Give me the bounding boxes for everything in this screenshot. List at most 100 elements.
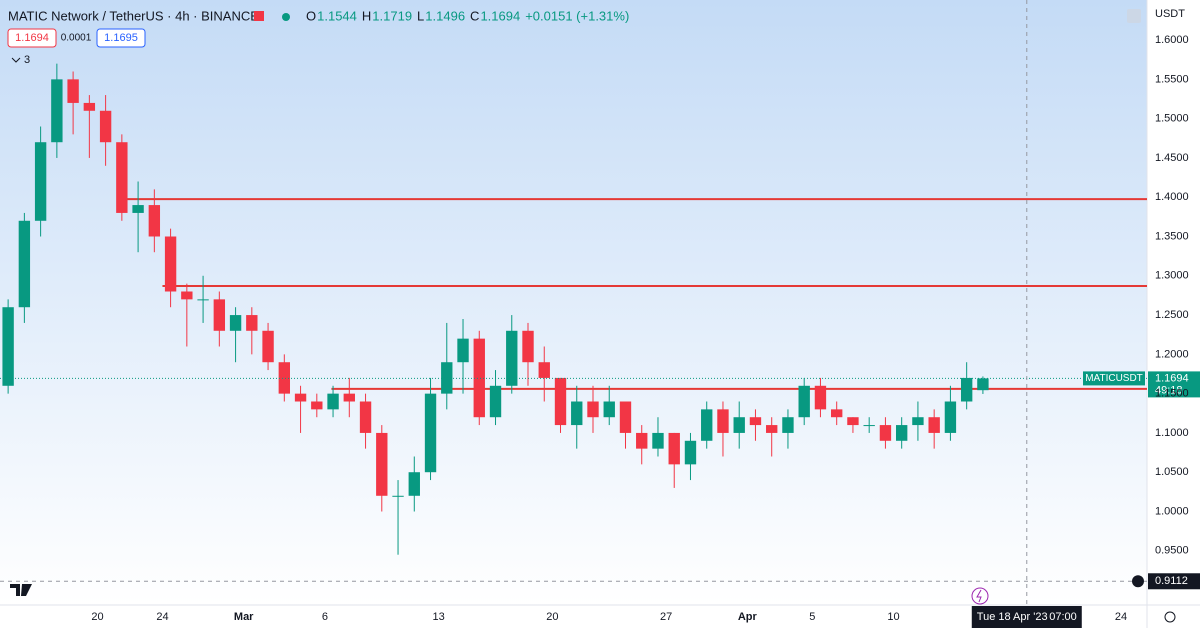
ask[interactable]: 1.1695 — [104, 32, 138, 44]
candle-body — [181, 291, 193, 300]
candle-body — [327, 393, 339, 410]
candle-body — [148, 205, 161, 237]
candle-body — [116, 142, 128, 213]
candle-body — [197, 299, 209, 301]
bid[interactable]: 1.1694 — [15, 32, 49, 44]
candle-body — [343, 393, 355, 402]
crosshair-time: 07:00 — [1049, 611, 1077, 623]
screenshot-button[interactable] — [1127, 9, 1141, 23]
candle-body — [67, 79, 79, 103]
ohlc-value: 1.1496 — [425, 8, 465, 23]
ohlc-label: O — [306, 8, 316, 23]
x-tick-label: 24 — [1115, 611, 1127, 623]
change: +0.0151 (+1.31%) — [525, 8, 629, 23]
price-axis — [1147, 0, 1200, 628]
bid-box[interactable] — [7, 28, 57, 48]
crosshair-date-bg — [971, 606, 1082, 628]
candle-body — [928, 417, 940, 433]
crosshair-price-bg — [1148, 573, 1200, 590]
y-tick-label: 1.3000 — [1155, 270, 1189, 282]
candle-body — [473, 338, 485, 418]
y-tick-label: 1.5000 — [1155, 113, 1189, 125]
candle-body — [246, 315, 258, 331]
candle-body — [441, 362, 453, 394]
x-tick-label: Apr — [738, 611, 758, 623]
tv-logo[interactable] — [10, 584, 32, 596]
symbol-label: MATICUSDT — [1085, 373, 1143, 384]
x-tick-label: 27 — [660, 611, 672, 623]
candle-body — [424, 393, 437, 473]
candle-body — [376, 432, 388, 496]
symbol-title[interactable]: MATIC Network / TetherUS · 4h · BINANCE — [8, 8, 259, 23]
candle-body — [668, 432, 680, 465]
candle-body — [18, 220, 31, 308]
candle-body — [2, 307, 14, 386]
candle-body — [814, 385, 827, 410]
y-tick-label: 1.1500 — [1155, 388, 1189, 400]
price-label-bg — [1148, 371, 1200, 398]
candle-body — [522, 330, 534, 363]
candle-body — [847, 417, 859, 426]
candle-body — [733, 417, 745, 433]
flag-icon[interactable] — [254, 11, 264, 21]
indicators-count[interactable]: 3 — [24, 54, 30, 66]
lightning-bolt — [976, 589, 982, 603]
ohlc-label: H — [362, 8, 371, 23]
candle-body — [408, 472, 420, 496]
candle-body — [652, 432, 664, 449]
x-tick-label: 13 — [433, 611, 445, 623]
currency[interactable]: USDT — [1155, 8, 1185, 20]
x-tick-label: 20 — [546, 611, 558, 623]
candle-body — [766, 425, 778, 433]
candle-body — [506, 330, 518, 386]
candle-body — [229, 315, 242, 331]
candle-body — [278, 362, 290, 394]
symbol-label-bg — [1083, 371, 1145, 386]
y-tick-label: 1.4000 — [1155, 191, 1189, 203]
candle-body — [164, 236, 177, 292]
candle-body — [132, 205, 144, 213]
y-tick-label: 1.2500 — [1155, 309, 1189, 321]
candle-body — [603, 401, 615, 418]
candle-body — [749, 417, 762, 426]
candle-body — [619, 401, 632, 433]
candle-body — [636, 432, 648, 449]
countdown: 49:18 — [1155, 384, 1183, 396]
candle-body — [359, 401, 372, 433]
ohlc-label: L — [417, 8, 424, 23]
candle-body — [538, 362, 550, 378]
x-tick-label: 24 — [156, 611, 168, 623]
y-tick-label: 1.4500 — [1155, 152, 1189, 164]
y-tick-label: 1.1000 — [1155, 427, 1189, 439]
candle-body — [977, 378, 989, 391]
candle-body — [944, 401, 957, 433]
x-tick-label: 5 — [809, 611, 815, 623]
candle-body — [717, 409, 729, 433]
collapse-icon[interactable] — [11, 57, 21, 63]
y-tick-label: 1.3500 — [1155, 230, 1189, 242]
lightning-icon[interactable] — [971, 587, 989, 605]
add-alert-button[interactable] — [1132, 575, 1144, 588]
spread: 0.0001 — [61, 33, 92, 44]
y-tick-label: 1.0500 — [1155, 466, 1189, 478]
x-tick-label: 10 — [887, 611, 899, 623]
x-tick-label: 6 — [322, 611, 328, 623]
candle-body — [879, 425, 892, 441]
plot-background — [0, 0, 1147, 605]
price-label: 1.1694 — [1155, 372, 1189, 384]
y-tick-label: 1.0000 — [1155, 505, 1189, 517]
ohlc-value: 1.1719 — [372, 8, 412, 23]
ask-box[interactable] — [96, 28, 146, 48]
candle-body — [571, 401, 583, 426]
settings-icon[interactable] — [1164, 611, 1176, 623]
ohlc-label: C — [470, 8, 479, 23]
candle-body — [489, 385, 502, 418]
y-tick-label: 1.6000 — [1155, 34, 1189, 46]
candle-body — [51, 79, 63, 143]
candle-body — [912, 417, 924, 426]
candle-body — [684, 440, 697, 465]
ohlc-value: 1.1544 — [317, 8, 357, 23]
candle-body — [798, 385, 810, 418]
candle-body — [863, 425, 875, 427]
